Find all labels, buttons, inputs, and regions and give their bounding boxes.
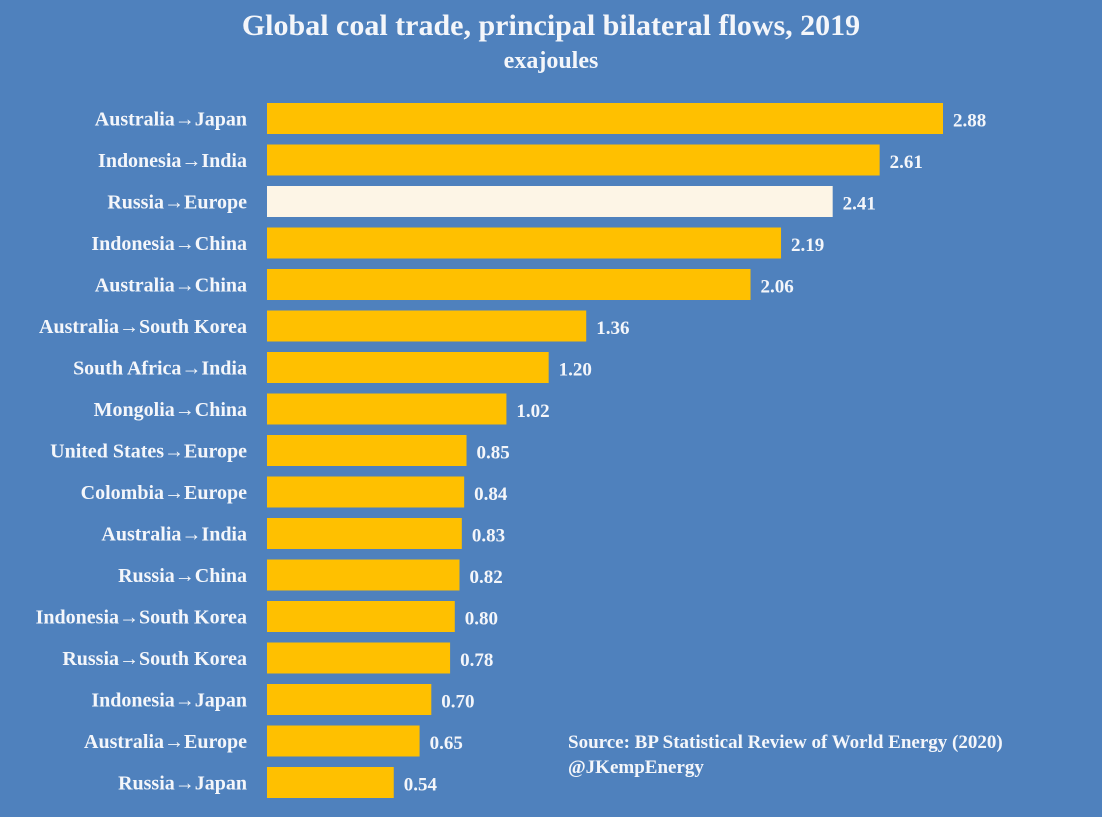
data-label: 2.41 (843, 194, 876, 215)
bar (267, 186, 833, 217)
source-text: Source: BP Statistical Review of World E… (568, 732, 1003, 753)
bar (267, 767, 394, 798)
data-label: 0.70 (441, 692, 474, 713)
bar (267, 601, 455, 632)
data-label: 0.83 (472, 526, 505, 547)
category-label: Australia→South Korea (39, 316, 247, 338)
source-annotation: Source: BP Statistical Review of World E… (568, 730, 1003, 780)
category-label: Indonesia→South Korea (36, 607, 247, 629)
data-label: 2.88 (953, 111, 986, 132)
bar (267, 559, 460, 591)
category-label: Russia→China (118, 565, 247, 587)
bar (267, 476, 465, 508)
category-label: Australia→India (101, 524, 247, 546)
category-label: Indonesia→India (98, 150, 247, 172)
category-label: Mongolia→China (94, 399, 247, 421)
data-label: 1.20 (559, 360, 592, 381)
category-label: Russia→South Korea (62, 648, 247, 670)
bar (267, 435, 467, 466)
bar (267, 642, 451, 674)
chart-subtitle: exajoules (503, 48, 599, 74)
author-handle: @JKempEnergy (568, 757, 704, 778)
bar (267, 352, 549, 383)
category-label: Australia→Europe (84, 731, 247, 753)
category-label: Indonesia→China (91, 233, 247, 255)
bar (267, 269, 751, 300)
bar (267, 310, 587, 342)
data-label: 0.54 (404, 775, 438, 796)
bar (267, 518, 462, 549)
bars (267, 103, 943, 798)
data-label: 2.06 (761, 277, 794, 298)
data-label: 2.61 (890, 152, 923, 173)
category-label: Indonesia→Japan (91, 690, 247, 712)
bar (267, 393, 507, 425)
data-label: 0.80 (465, 609, 498, 630)
data-label: 1.36 (596, 318, 629, 339)
data-label: 0.84 (474, 484, 508, 505)
category-label: Australia→Japan (95, 109, 247, 131)
category-label: South Africa→India (73, 358, 247, 380)
data-label: 0.65 (430, 733, 463, 754)
category-label: United States→Europe (50, 441, 247, 463)
category-label: Australia→China (95, 275, 247, 297)
bar (267, 725, 420, 757)
bar (267, 227, 782, 259)
category-labels: Australia→Japan Indonesia→India Russia→Eur… (36, 109, 247, 795)
value-labels: 2.88 2.61 2.41 2.19 2.06 1.361.20 1.02 0.85 0.84… (404, 111, 987, 796)
data-label: 1.02 (516, 401, 549, 422)
bar (267, 684, 432, 715)
category-label: Russia→Europe (107, 192, 247, 214)
data-label: 0.82 (469, 567, 502, 588)
chart-title: Global coal trade, principal bilateral f… (241, 9, 861, 42)
bar (267, 103, 943, 134)
category-label: Russia→Japan (118, 773, 247, 795)
bar (267, 144, 880, 176)
category-label: Colombia→Europe (81, 482, 247, 504)
data-label: 0.85 (477, 443, 510, 464)
data-label: 0.78 (460, 650, 493, 671)
data-label: 2.19 (791, 235, 824, 256)
